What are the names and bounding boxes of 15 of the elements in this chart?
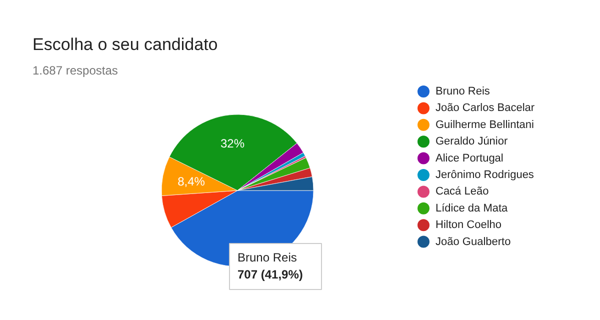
legend-label: Bruno Reis [436, 86, 490, 98]
legend-label: Guilherme Bellintani [436, 118, 534, 131]
legend-label: Hilton Coelho [436, 219, 502, 232]
legend-label: Cacá Leão [436, 186, 489, 198]
legend-label: Geraldo Júnior [436, 136, 508, 148]
data-label: 8,4% [178, 174, 206, 188]
text: Bruno Reis 707 (41,9%) [238, 250, 303, 282]
legend-label: Alice Portugal [436, 152, 504, 164]
data-label: 32% [220, 136, 245, 151]
legend-label: Jerônimo Rodrigues [436, 169, 534, 181]
legend-label: Lídice da Mata [436, 202, 509, 214]
chart-title: Escolha o seu candidato [32, 35, 218, 54]
legend-label: João Gualberto [436, 236, 511, 248]
legend-label: João Carlos Bacelar [436, 102, 535, 114]
chart-subtitle: 1.687 respostas [32, 64, 118, 78]
